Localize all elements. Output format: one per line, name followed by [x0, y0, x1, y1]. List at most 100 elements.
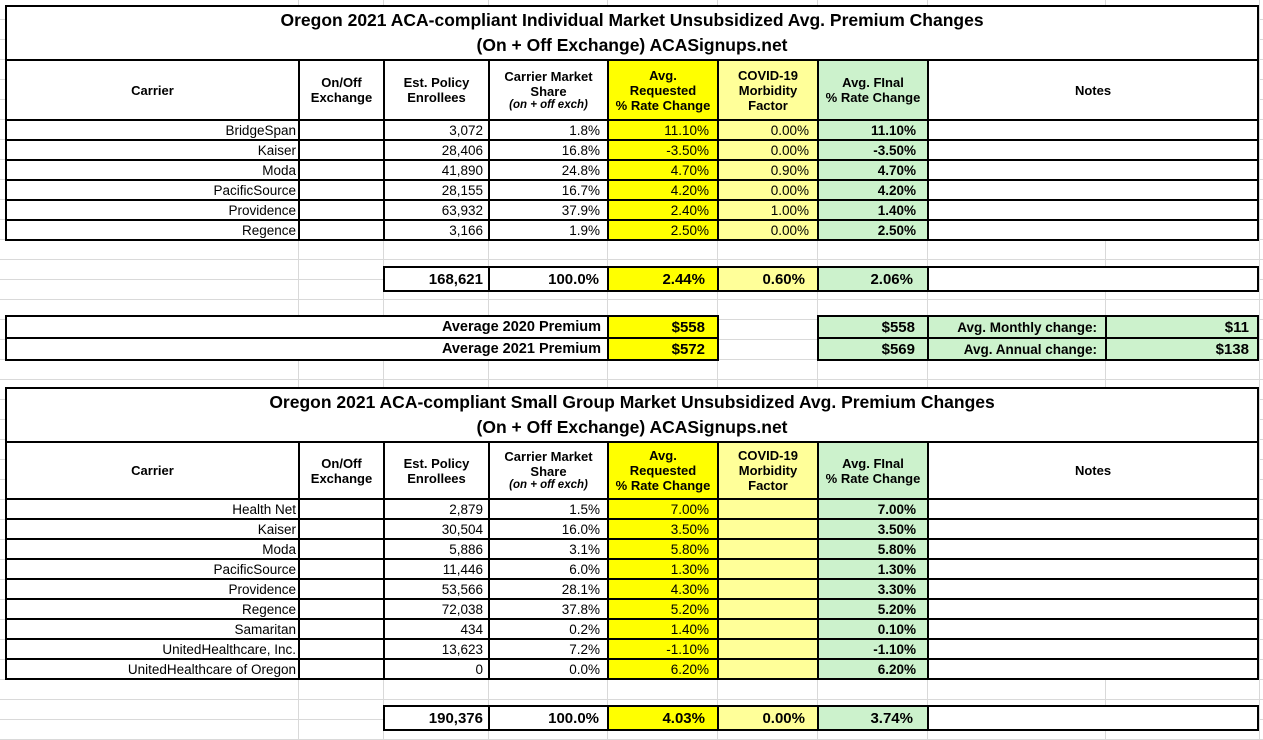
notes-cell[interactable] — [926, 638, 1260, 660]
covid-cell[interactable]: 0.00% — [717, 219, 819, 241]
final-cell[interactable]: 1.40% — [817, 199, 929, 221]
total-covid-cell[interactable]: 0.60% — [717, 266, 819, 292]
requested-cell[interactable]: 5.80% — [607, 538, 719, 560]
enrollees-cell[interactable]: 434 — [383, 618, 490, 640]
carrier-cell[interactable]: Providence — [5, 199, 300, 221]
covid-cell[interactable]: 0.90% — [717, 159, 819, 181]
share-cell[interactable]: 24.8% — [488, 159, 609, 181]
exchange-cell[interactable] — [298, 598, 385, 620]
share-cell[interactable]: 16.0% — [488, 518, 609, 540]
notes-cell[interactable] — [926, 658, 1260, 680]
carrier-cell[interactable]: Samaritan — [5, 618, 300, 640]
covid-cell[interactable]: 0.00% — [717, 119, 819, 141]
requested-cell[interactable]: 6.20% — [607, 658, 719, 680]
requested-cell[interactable]: 3.50% — [607, 518, 719, 540]
notes-cell[interactable] — [926, 119, 1260, 141]
enrollees-cell[interactable]: 28,155 — [383, 179, 490, 201]
enrollees-cell[interactable]: 53,566 — [383, 578, 490, 600]
share-cell[interactable]: 16.8% — [488, 139, 609, 161]
share-cell[interactable]: 0.2% — [488, 618, 609, 640]
covid-cell[interactable]: 1.00% — [717, 199, 819, 221]
carrier-cell[interactable]: PacificSource — [5, 558, 300, 580]
final-cell[interactable]: 3.50% — [817, 518, 929, 540]
avg-2021-final-value[interactable]: $569 — [817, 337, 929, 361]
total-final-cell[interactable]: 3.74% — [817, 705, 929, 731]
requested-cell[interactable]: 2.40% — [607, 199, 719, 221]
carrier-cell[interactable]: Moda — [5, 538, 300, 560]
final-cell[interactable]: 2.50% — [817, 219, 929, 241]
notes-cell[interactable] — [926, 518, 1260, 540]
carrier-cell[interactable]: PacificSource — [5, 179, 300, 201]
covid-cell[interactable] — [717, 518, 819, 540]
share-cell[interactable]: 37.9% — [488, 199, 609, 221]
requested-cell[interactable]: 1.40% — [607, 618, 719, 640]
enrollees-cell[interactable]: 72,038 — [383, 598, 490, 620]
final-cell[interactable]: 5.20% — [817, 598, 929, 620]
annual-change-label[interactable]: Avg. Annual change: — [927, 337, 1107, 361]
covid-cell[interactable] — [717, 498, 819, 520]
exchange-cell[interactable] — [298, 578, 385, 600]
carrier-cell[interactable]: UnitedHealthcare of Oregon — [5, 658, 300, 680]
exchange-cell[interactable] — [298, 179, 385, 201]
final-cell[interactable]: 3.30% — [817, 578, 929, 600]
requested-cell[interactable]: 11.10% — [607, 119, 719, 141]
carrier-cell[interactable]: Kaiser — [5, 139, 300, 161]
covid-cell[interactable]: 0.00% — [717, 139, 819, 161]
share-cell[interactable]: 1.5% — [488, 498, 609, 520]
covid-cell[interactable] — [717, 658, 819, 680]
avg-2021-value[interactable]: $572 — [607, 337, 719, 361]
exchange-cell[interactable] — [298, 219, 385, 241]
total-enrollees-cell[interactable]: 168,621 — [383, 266, 490, 292]
total-notes-cell[interactable] — [927, 266, 1259, 292]
final-cell[interactable]: 6.20% — [817, 658, 929, 680]
exchange-cell[interactable] — [298, 119, 385, 141]
enrollees-cell[interactable]: 11,446 — [383, 558, 490, 580]
share-cell[interactable]: 0.0% — [488, 658, 609, 680]
total-final-cell[interactable]: 2.06% — [817, 266, 929, 292]
requested-cell[interactable]: 4.30% — [607, 578, 719, 600]
notes-cell[interactable] — [926, 219, 1260, 241]
notes-cell[interactable] — [926, 618, 1260, 640]
total-share-cell[interactable]: 100.0% — [488, 266, 609, 292]
share-cell[interactable]: 1.9% — [488, 219, 609, 241]
carrier-cell[interactable]: Providence — [5, 578, 300, 600]
exchange-cell[interactable] — [298, 658, 385, 680]
share-cell[interactable]: 7.2% — [488, 638, 609, 660]
total-requested-cell[interactable]: 4.03% — [607, 705, 719, 731]
final-cell[interactable]: 1.30% — [817, 558, 929, 580]
avg-2020-final-value[interactable]: $558 — [817, 315, 929, 339]
covid-cell[interactable] — [717, 598, 819, 620]
requested-cell[interactable]: 4.70% — [607, 159, 719, 181]
notes-cell[interactable] — [926, 179, 1260, 201]
final-cell[interactable]: -3.50% — [817, 139, 929, 161]
enrollees-cell[interactable]: 28,406 — [383, 139, 490, 161]
final-cell[interactable]: 7.00% — [817, 498, 929, 520]
exchange-cell[interactable] — [298, 518, 385, 540]
covid-cell[interactable] — [717, 538, 819, 560]
enrollees-cell[interactable]: 13,623 — [383, 638, 490, 660]
enrollees-cell[interactable]: 2,879 — [383, 498, 490, 520]
covid-cell[interactable]: 0.00% — [717, 179, 819, 201]
annual-change-value[interactable]: $138 — [1105, 337, 1259, 361]
notes-cell[interactable] — [926, 538, 1260, 560]
notes-cell[interactable] — [926, 558, 1260, 580]
final-cell[interactable]: 0.10% — [817, 618, 929, 640]
enrollees-cell[interactable]: 0 — [383, 658, 490, 680]
carrier-cell[interactable]: UnitedHealthcare, Inc. — [5, 638, 300, 660]
notes-cell[interactable] — [926, 598, 1260, 620]
avg-2020-label[interactable]: Average 2020 Premium — [5, 315, 609, 339]
share-cell[interactable]: 37.8% — [488, 598, 609, 620]
requested-cell[interactable]: 2.50% — [607, 219, 719, 241]
share-cell[interactable]: 3.1% — [488, 538, 609, 560]
requested-cell[interactable]: 5.20% — [607, 598, 719, 620]
enrollees-cell[interactable]: 63,932 — [383, 199, 490, 221]
carrier-cell[interactable]: Regence — [5, 219, 300, 241]
share-cell[interactable]: 28.1% — [488, 578, 609, 600]
share-cell[interactable]: 1.8% — [488, 119, 609, 141]
requested-cell[interactable]: 1.30% — [607, 558, 719, 580]
notes-cell[interactable] — [926, 139, 1260, 161]
requested-cell[interactable]: 7.00% — [607, 498, 719, 520]
covid-cell[interactable] — [717, 578, 819, 600]
notes-cell[interactable] — [926, 199, 1260, 221]
enrollees-cell[interactable]: 3,072 — [383, 119, 490, 141]
